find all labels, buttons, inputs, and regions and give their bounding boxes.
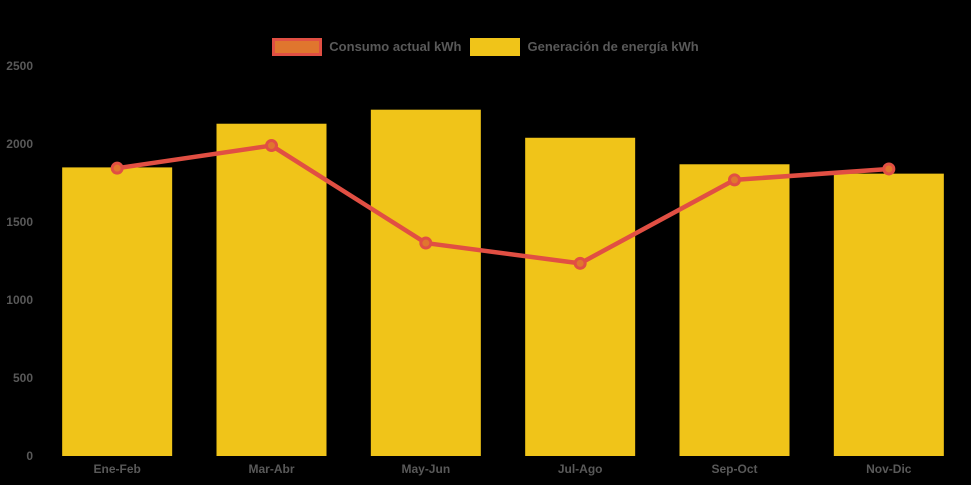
y-tick-label-2500: 2500 (6, 59, 33, 73)
y-tick-label-500: 500 (12, 371, 33, 385)
x-tick-label-May-Jun: May-Jun (401, 462, 451, 476)
bar-Sep-Oct[interactable] (679, 164, 790, 456)
y-tick-label-1000: 1000 (6, 293, 33, 307)
y-tick-label-0: 0 (26, 449, 33, 463)
line-point-Jul-Ago[interactable] (573, 256, 587, 270)
chart-legend: Consumo actual kWh Generación de energía… (0, 38, 971, 56)
consumption-line (116, 143, 889, 266)
x-tick-label-Jul-Ago: Jul-Ago (557, 462, 603, 476)
legend-label-consumo: Consumo actual kWh (329, 39, 462, 54)
x-tick-label-Nov-Dic: Nov-Dic (866, 462, 912, 476)
line-point-Ene-Feb[interactable] (110, 161, 124, 175)
legend-label-generacion: Generación de energía kWh (527, 39, 699, 54)
x-tick-label-Ene-Feb: Ene-Feb (93, 462, 141, 476)
x-tick-label-Mar-Abr: Mar-Abr (248, 462, 295, 476)
bar-Mar-Abr[interactable] (216, 123, 327, 456)
bar-Jul-Ago[interactable] (525, 137, 636, 456)
bar-Nov-Dic[interactable] (833, 173, 944, 456)
bar-Ene-Feb[interactable] (62, 167, 173, 456)
line-point-May-Jun[interactable] (419, 236, 433, 250)
line-point-Nov-Dic[interactable] (882, 162, 896, 176)
legend-item-consumo[interactable]: Consumo actual kWh (272, 38, 461, 56)
y-tick-label-2000: 2000 (6, 137, 33, 151)
x-tick-label-Sep-Oct: Sep-Oct (711, 462, 758, 476)
legend-swatch-generacion (470, 38, 521, 56)
legend-item-generacion[interactable]: Generación de energía kWh (470, 38, 699, 56)
bar-May-Jun[interactable] (370, 109, 481, 457)
line-point-Mar-Abr[interactable] (265, 139, 278, 153)
legend-swatch-consumo (272, 38, 323, 56)
y-tick-label-1500: 1500 (6, 215, 33, 229)
line-point-Sep-Oct[interactable] (728, 173, 741, 187)
